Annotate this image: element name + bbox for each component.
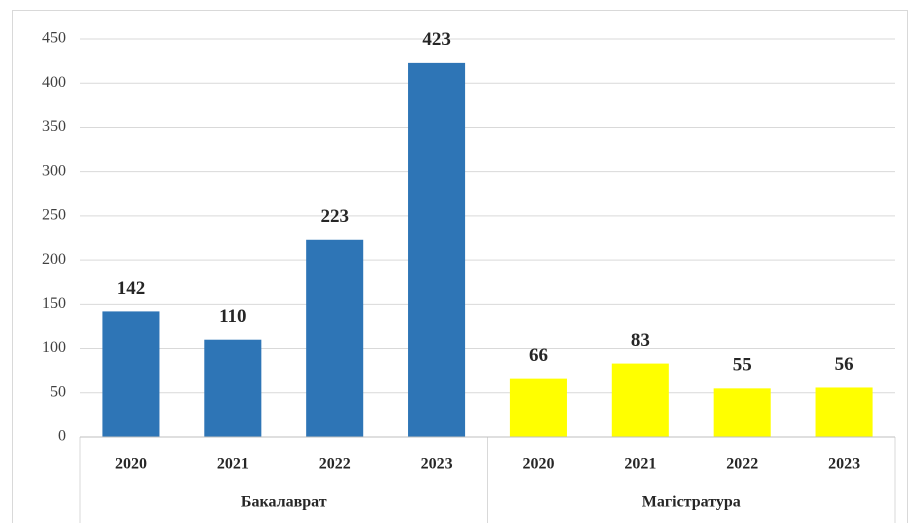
- x-tick-label: 2023: [828, 456, 860, 473]
- bar: [611, 363, 669, 437]
- x-tick-label: 2022: [319, 456, 351, 473]
- y-tick-label: 300: [42, 162, 66, 179]
- x-tick-label: 2020: [522, 456, 554, 473]
- data-label: 83: [631, 330, 650, 351]
- data-label: 110: [219, 306, 246, 327]
- data-label: 66: [529, 345, 548, 366]
- y-tick-label: 100: [42, 339, 66, 356]
- group-label: Бакалаврат: [241, 494, 327, 511]
- bar: [306, 239, 364, 437]
- bar: [713, 388, 771, 437]
- bar: [204, 339, 262, 437]
- y-tick-label: 450: [42, 30, 66, 47]
- data-label: 55: [733, 355, 752, 376]
- x-tick-label: 2020: [115, 456, 147, 473]
- y-tick-label: 200: [42, 251, 66, 268]
- y-tick-label: 0: [58, 428, 66, 445]
- data-label: 142: [117, 278, 146, 299]
- data-label: 423: [422, 29, 451, 50]
- x-tick-label: 2022: [726, 456, 758, 473]
- x-tick-label: 2021: [624, 456, 656, 473]
- bar: [509, 378, 567, 437]
- y-tick-label: 50: [50, 383, 66, 400]
- data-label: 56: [835, 354, 854, 375]
- group-label: Магістратура: [642, 494, 741, 511]
- chart-border: [12, 10, 908, 523]
- bar: [408, 62, 466, 437]
- y-tick-label: 150: [42, 295, 66, 312]
- data-label: 223: [320, 206, 349, 227]
- y-tick-label: 250: [42, 207, 66, 224]
- y-tick-label: 400: [42, 74, 66, 91]
- x-tick-label: 2023: [421, 456, 453, 473]
- x-tick-label: 2021: [217, 456, 249, 473]
- bar: [102, 311, 160, 437]
- y-tick-label: 350: [42, 118, 66, 135]
- bar: [815, 387, 873, 437]
